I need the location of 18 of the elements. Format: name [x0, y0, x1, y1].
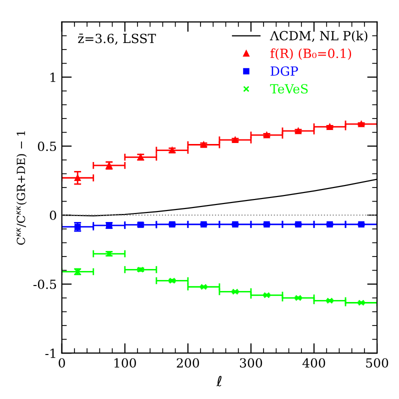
y-tick-label: -1	[45, 348, 56, 358]
y-tick-label: 0	[50, 210, 56, 220]
x-tick-label: 0	[58, 358, 65, 368]
legend-label: f(R) (B₀=0.1)	[270, 48, 352, 60]
x-tick-label: 500	[366, 358, 388, 368]
legend-label: ΛCDM, NL P(k)	[270, 30, 368, 42]
y-tick-label: 1	[50, 72, 56, 82]
x-tick-label: 200	[176, 358, 200, 368]
legend-label: TeVeS	[270, 84, 308, 94]
legend-label: DGP	[270, 66, 298, 76]
y-axis-title: C$^{κκ}$/C$^{κκ}$(GR+DE) − 1	[16, 131, 27, 245]
x-tick-label: 100	[114, 358, 136, 368]
x-axis-title: ℓ	[216, 376, 222, 386]
x-tick-label: 400	[302, 358, 326, 368]
annotation: z̄=3.6, LSST	[78, 34, 156, 45]
y-tick-label: 0.5	[38, 142, 56, 152]
y-tick-label: -0.5	[33, 280, 56, 290]
x-tick-label: 300	[240, 358, 262, 368]
